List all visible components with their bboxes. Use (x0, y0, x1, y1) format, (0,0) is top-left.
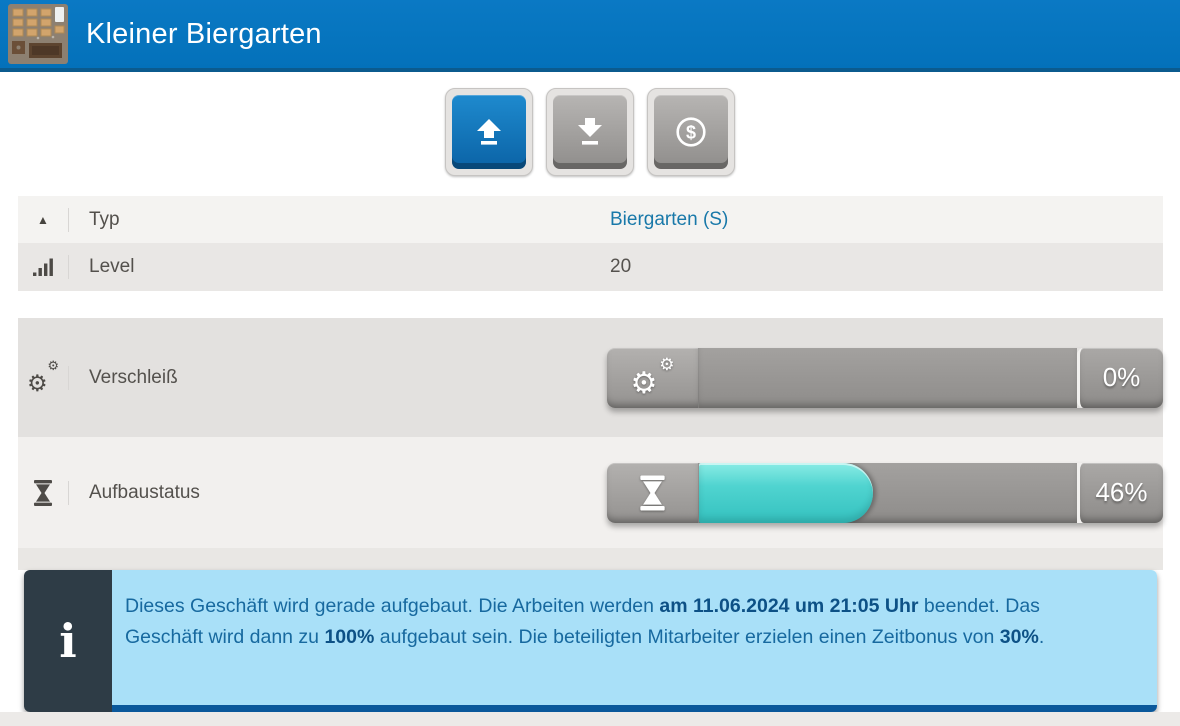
info-box-border (112, 705, 1157, 712)
info-icon: i (24, 570, 112, 712)
verschleiss-section: ⚙ ⚙ Verschleiß ⚙ ⚙ 0% (18, 318, 1163, 437)
aufbaustatus-percent-badge: 46% (1077, 462, 1163, 523)
sell-button: $ (647, 88, 735, 176)
aufbaustatus-progress-bar: 46% (607, 462, 1163, 523)
verschleiss-label: Verschleiß (89, 366, 178, 388)
app-header: Kleiner Biergarten (0, 0, 1180, 72)
aufbaustatus-label: Aufbaustatus (89, 481, 200, 503)
progress-sections: ⚙ ⚙ Verschleiß ⚙ ⚙ 0% (18, 318, 1163, 570)
beergarten-icon (8, 4, 68, 64)
dollar-icon: $ (654, 95, 728, 169)
gears-icon: ⚙ ⚙ (27, 358, 59, 397)
level-label: Level (89, 256, 135, 277)
toolbar: $ (0, 88, 1180, 176)
verschleiss-percent-badge: 0% (1077, 347, 1163, 408)
downgrade-button (546, 88, 634, 176)
progress-track (699, 347, 1077, 408)
divider (68, 365, 69, 390)
verschleiss-progress-bar: ⚙ ⚙ 0% (607, 347, 1163, 408)
hourglass-icon (18, 479, 68, 506)
progress-fill (699, 462, 873, 523)
divider (68, 255, 69, 279)
level-value: 20 (610, 256, 632, 277)
table-row-level: Level 20 (18, 243, 1163, 291)
property-table: ▲ Typ Biergarten (S) Level 20 (18, 196, 1163, 291)
upload-icon (452, 95, 526, 169)
aufbaustatus-section: Aufbaustatus 46% (18, 437, 1163, 548)
page-title: Kleiner Biergarten (86, 17, 322, 50)
svg-text:$: $ (686, 123, 696, 143)
section-footer-strip (18, 548, 1163, 570)
progress-track (699, 462, 1077, 523)
sort-up-icon: ▲ (37, 212, 49, 227)
table-row-typ: ▲ Typ Biergarten (S) (18, 196, 1163, 243)
download-icon (553, 95, 627, 169)
typ-value-link[interactable]: Biergarten (S) (610, 208, 729, 230)
info-text: Dieses Geschäft wird gerade aufgebaut. D… (112, 570, 1157, 705)
hourglass-icon (607, 462, 699, 523)
upgrade-button[interactable] (445, 88, 533, 176)
gears-icon: ⚙ ⚙ (607, 347, 699, 408)
signal-bars-icon (18, 257, 68, 277)
info-box: i Dieses Geschäft wird gerade aufgebaut.… (24, 570, 1157, 712)
divider (68, 480, 69, 505)
typ-label: Typ (89, 208, 120, 230)
divider (68, 207, 69, 232)
page-bottom-strip (0, 712, 1180, 726)
